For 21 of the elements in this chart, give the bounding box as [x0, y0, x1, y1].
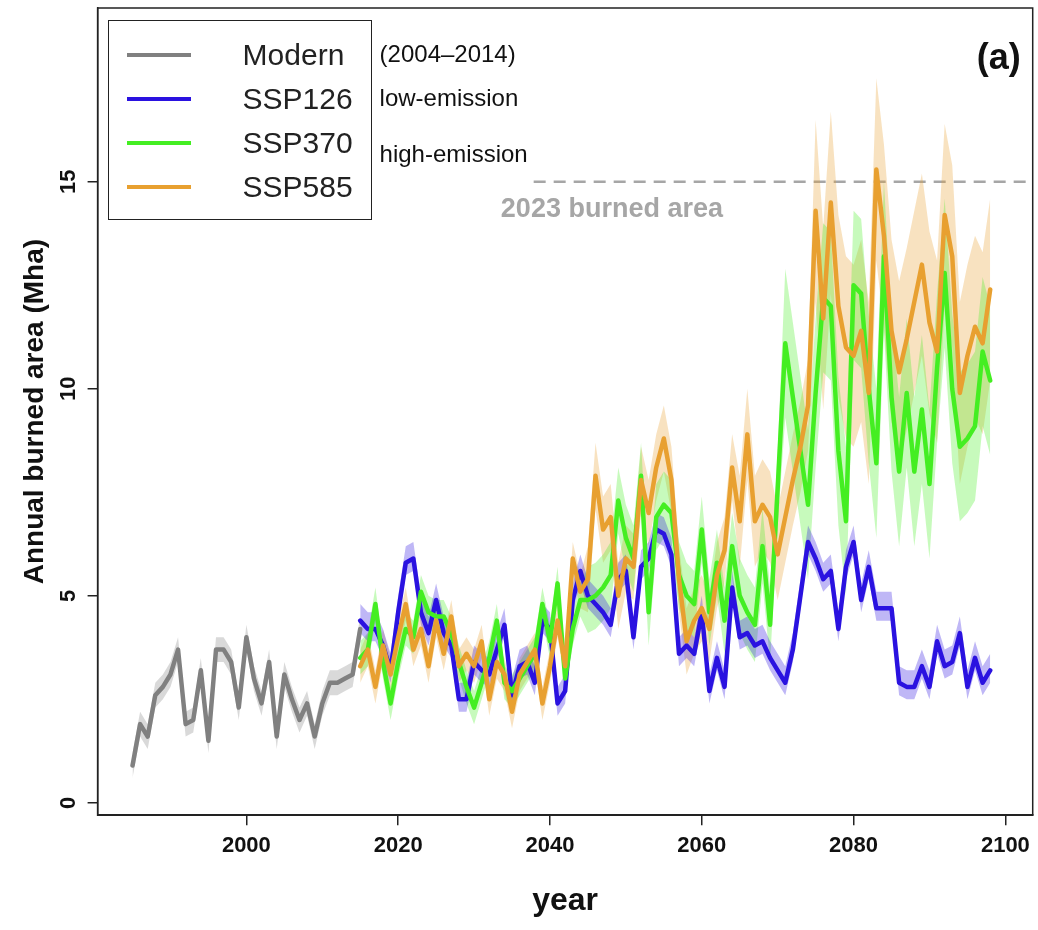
legend-label: Modern: [242, 38, 345, 72]
y-axis-title: Annual burned area (Mha): [17, 238, 49, 585]
x-tick-label: 2100: [980, 832, 1030, 858]
y-tick-label: 0: [54, 796, 80, 809]
legend-label: SSP585: [242, 170, 353, 204]
y-tick-label: 10: [54, 376, 80, 402]
legend-label: SSP370: [242, 126, 353, 160]
legend-label: SSP126: [242, 82, 353, 116]
x-tick-label: 2060: [677, 832, 727, 858]
x-tick-label: 2000: [221, 832, 271, 858]
annotation: low-emission: [379, 84, 519, 112]
y-tick-label: 5: [54, 589, 80, 602]
x-tick-label: 2040: [525, 832, 575, 858]
y-tick-label: 15: [54, 169, 80, 195]
x-axis-title: year: [532, 880, 599, 917]
annotation: high-emission: [379, 140, 528, 168]
annotation: (2004–2014): [379, 40, 516, 68]
x-tick-label: 2080: [829, 832, 879, 858]
annotation: (a): [976, 36, 1021, 78]
ref-line-label: 2023 burned area: [500, 192, 724, 223]
x-tick-label: 2020: [373, 832, 423, 858]
